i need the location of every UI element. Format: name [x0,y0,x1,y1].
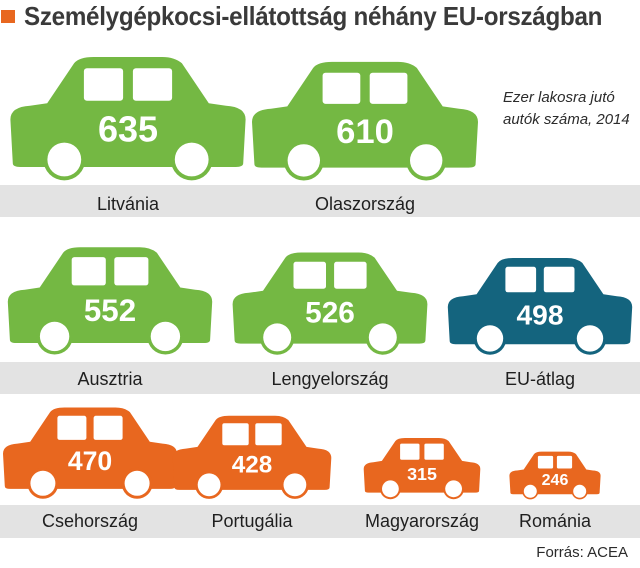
car-window [132,68,173,101]
category-label: Portugália [211,511,293,531]
car-window [114,257,149,286]
car-window [369,72,408,104]
car-mark-1 [10,57,246,181]
car-window [505,266,537,293]
category-label: Litvánia [97,194,160,214]
category-label: Ausztria [77,369,143,389]
value-label: 470 [68,446,112,476]
wheel [576,325,604,352]
value-label: 526 [305,296,355,329]
wheel [150,321,181,352]
car-mark-6 [3,407,177,499]
source-credit: Forrás: ACEA [536,544,628,561]
value-label: 315 [407,464,437,484]
label-band-3 [0,505,640,538]
wheel [124,470,150,496]
chart-note: Ezer lakosra jutó autók száma, 2014 [503,89,630,128]
wheel [573,484,587,498]
car-window [400,443,420,460]
value-label: 610 [336,113,394,151]
category-label: Magyarország [365,511,479,531]
value-label: 498 [516,298,563,330]
chart-title: Személygépkocsi-ellátottság néhány EU-or… [24,1,603,31]
car-window [255,423,282,446]
value-label: 246 [542,472,569,489]
wheel [410,144,443,177]
car-window [93,415,123,440]
car-window [556,455,573,469]
car-mark-2 [252,61,478,181]
wheel [287,144,320,177]
category-label: Románia [519,511,592,531]
wheel [382,480,399,498]
car-mark-5 [447,258,633,355]
wheel [523,484,537,498]
category-label: Olaszország [315,194,415,214]
value-label: 552 [84,293,136,328]
wheel [445,480,462,498]
wheel [283,473,307,497]
category-label: Csehország [42,511,138,531]
car-window [322,72,361,104]
wheel [47,142,82,177]
wheel [39,321,70,352]
car-mark-8 [363,438,481,500]
category-label: EU-átlag [505,369,575,389]
category-label: Lengyelország [271,369,388,389]
wheel [263,323,292,352]
value-label: 635 [98,109,158,150]
car-mark-4 [232,252,428,355]
car-mark-3 [7,247,213,355]
car-window [83,68,124,101]
wheel [30,470,56,496]
car-window [71,257,106,286]
wheel [476,325,504,352]
car-window [543,266,575,293]
wheel [197,473,221,497]
label-band-1 [0,185,640,217]
car-window [334,261,367,289]
car-window [537,455,554,469]
car-mark-7 [172,415,332,499]
title-marker [1,10,15,23]
wheel [174,142,209,177]
car-window [57,415,87,440]
car-mark-9 [509,451,601,500]
car-window [222,423,249,446]
value-label: 428 [232,452,273,479]
car-window [424,443,444,460]
wheel [368,323,397,352]
label-band-2 [0,362,640,394]
car-window [293,261,326,289]
